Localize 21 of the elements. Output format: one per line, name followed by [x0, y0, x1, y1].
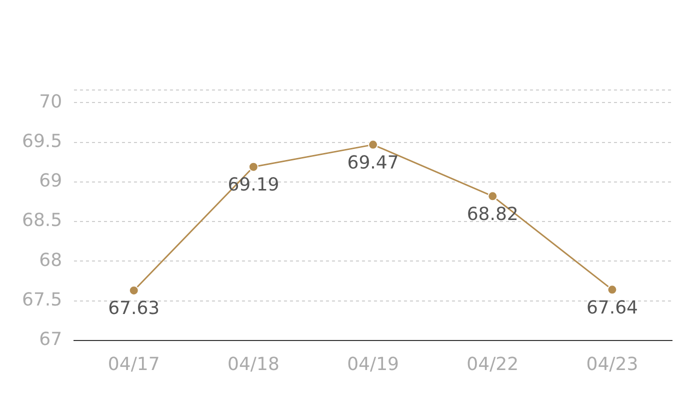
- point: [248, 162, 258, 172]
- data-label: 68.82: [466, 204, 518, 225]
- y-tick-label: 69.5: [22, 130, 62, 152]
- point: [368, 140, 378, 150]
- y-tick-label: 67.5: [22, 289, 62, 310]
- x-tick-label: 04/19: [347, 354, 399, 375]
- point: [607, 284, 618, 295]
- x-tick-label: 04/23: [586, 354, 638, 375]
- data-label: 67.64: [586, 297, 638, 318]
- point: [488, 191, 498, 202]
- y-tick-label: 68.5: [22, 210, 62, 232]
- y-tick-label: 70: [39, 91, 62, 112]
- x-tick-label: 04/22: [466, 354, 519, 375]
- y-tick-label: 67: [39, 329, 62, 350]
- x-tick-label: 04/18: [228, 354, 280, 375]
- data-label: 67.63: [108, 298, 160, 320]
- y-tick-label: 68: [39, 250, 62, 271]
- y-tick-label: 69: [39, 170, 62, 192]
- x-tick-label: 04/17: [108, 354, 160, 375]
- point: [128, 285, 139, 296]
- data-label: 69.47: [347, 152, 399, 174]
